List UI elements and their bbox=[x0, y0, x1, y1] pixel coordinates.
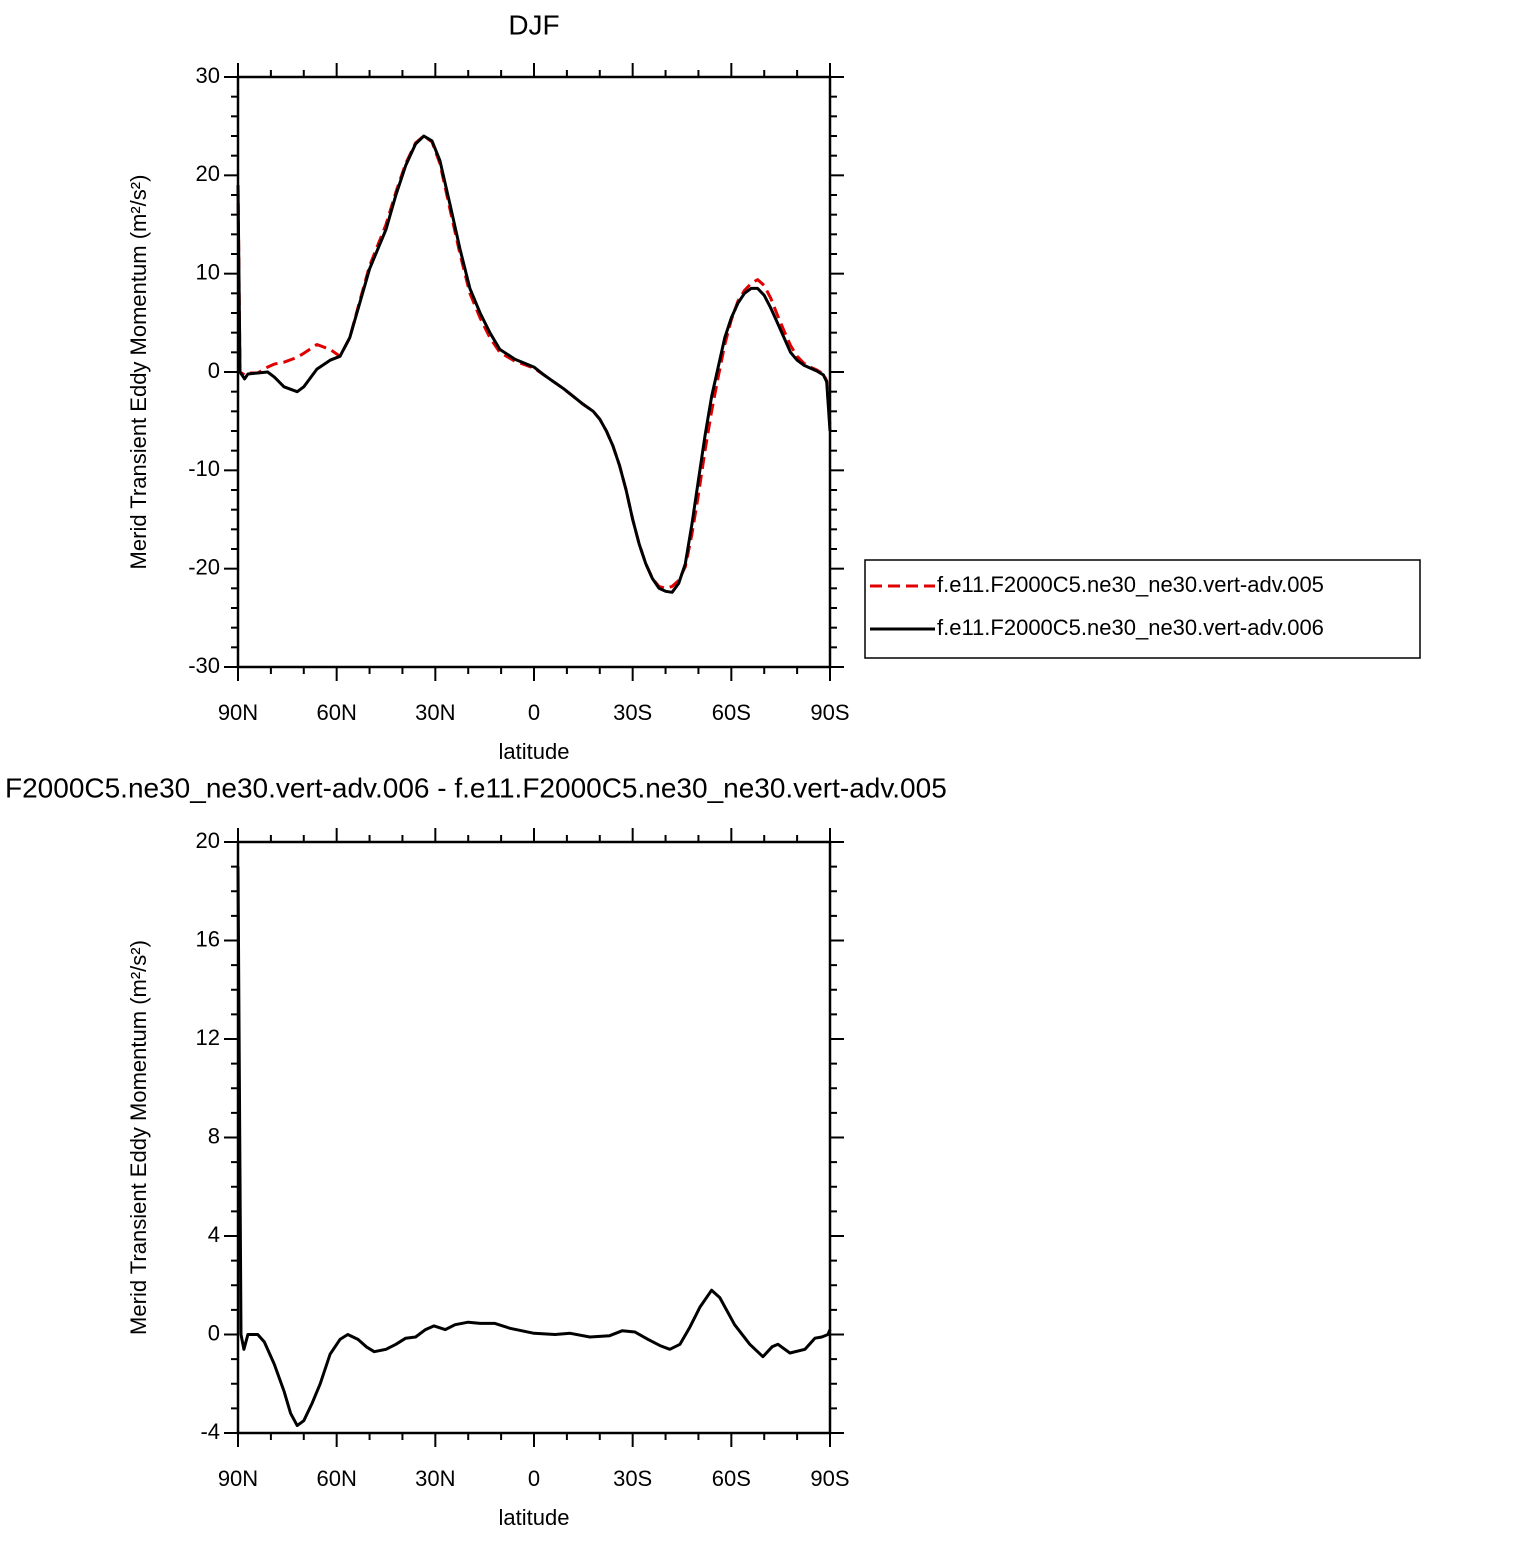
chart-title: F2000C5.ne30_ne30.vert-adv.006 - f.e11.F… bbox=[5, 772, 947, 803]
x-tick-label: 30S bbox=[613, 1466, 652, 1491]
x-tick-label: 30S bbox=[613, 700, 652, 725]
x-tick-label: 60S bbox=[712, 700, 751, 725]
data-line bbox=[236, 134, 832, 594]
x-axis-label: latitude bbox=[499, 739, 570, 764]
y-tick-label: 30 bbox=[196, 63, 220, 88]
x-tick-label: 60N bbox=[316, 700, 356, 725]
x-tick-label: 0 bbox=[528, 700, 540, 725]
y-axis-label: Merid Transient Eddy Momentum (m²/s²) bbox=[126, 940, 151, 1335]
x-tick-label: 30N bbox=[415, 700, 455, 725]
x-tick-label: 90N bbox=[218, 1466, 258, 1491]
y-tick-label: 8 bbox=[208, 1123, 220, 1148]
y-axis-label: Merid Transient Eddy Momentum (m²/s²) bbox=[126, 175, 151, 570]
x-tick-label: 90S bbox=[810, 1466, 849, 1491]
legend-box bbox=[864, 559, 1421, 659]
data-line bbox=[236, 866, 832, 1428]
y-tick-label: 10 bbox=[196, 259, 220, 284]
y-tick-label: 4 bbox=[208, 1222, 220, 1247]
x-tick-label: 0 bbox=[528, 1466, 540, 1491]
y-tick-label: 16 bbox=[196, 926, 220, 951]
y-tick-label: 12 bbox=[196, 1025, 220, 1050]
x-axis-label: latitude bbox=[499, 1505, 570, 1530]
y-tick-label: 0 bbox=[208, 358, 220, 383]
legend-label: f.e11.F2000C5.ne30_ne30.vert-adv.006 bbox=[937, 615, 1324, 640]
y-tick-label: 20 bbox=[196, 161, 220, 186]
chart-title: DJF bbox=[508, 9, 559, 40]
x-tick-label: 90N bbox=[218, 700, 258, 725]
y-tick-label: -4 bbox=[200, 1419, 220, 1444]
x-tick-label: 60S bbox=[712, 1466, 751, 1491]
legend-label: f.e11.F2000C5.ne30_ne30.vert-adv.005 bbox=[937, 572, 1324, 597]
x-tick-label: 60N bbox=[316, 1466, 356, 1491]
y-tick-label: -30 bbox=[188, 653, 220, 678]
y-tick-label: 20 bbox=[196, 828, 220, 853]
y-tick-label: 0 bbox=[208, 1320, 220, 1345]
x-tick-label: 90S bbox=[810, 700, 849, 725]
y-tick-label: -10 bbox=[188, 456, 220, 481]
plot-frame bbox=[236, 840, 832, 1435]
plot-frame bbox=[236, 75, 832, 669]
y-tick-label: -20 bbox=[188, 554, 220, 579]
x-tick-label: 30N bbox=[415, 1466, 455, 1491]
